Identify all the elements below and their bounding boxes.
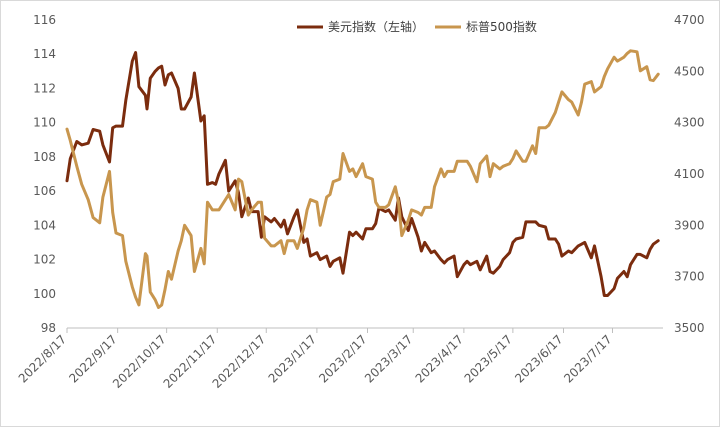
y-left-tick-label: 114 [33,47,56,61]
x-tick-label: 2022/10/17 [110,332,169,391]
x-tick-label: 2023/5/17 [462,332,515,385]
y-left-tick-label: 106 [33,184,56,198]
legend-label: 美元指数（左轴） [328,19,424,34]
x-tick-label: 2022/8/17 [16,332,69,385]
y-left-tick-label: 112 [33,81,56,95]
y-left-tick-label: 116 [33,13,56,27]
x-tick-label: 2023/7/17 [561,332,614,385]
x-tick-label: 2023/1/17 [266,332,319,385]
chart-legend: 美元指数（左轴） 标普500指数 [297,19,537,34]
y-right-tick-label: 4300 [674,116,705,130]
y-right-tick-label: 4100 [674,167,705,181]
x-tick-label: 2023/3/17 [362,332,415,385]
x-tick-label: 2023/6/17 [512,332,565,385]
x-tick-label: 2022/12/17 [210,332,269,391]
y-left-tick-label: 98 [41,321,56,335]
x-tick-label: 2022/9/17 [66,332,119,385]
legend-item: 标普500指数 [435,19,537,34]
y-left-tick-label: 108 [33,150,56,164]
series-layer [65,49,660,309]
y-left-tick-label: 100 [33,287,56,301]
chart-axes: 98 100 102 104 106 108 110 112 114 116 3500 3700 390… [16,13,705,391]
y-left-tick-label: 110 [33,116,56,130]
legend-item: 美元指数（左轴） [297,19,424,34]
y-right-tick-label: 3900 [674,218,705,232]
y-left-tick-label: 104 [33,218,56,232]
y-right-tick-label: 3700 [674,270,705,284]
dollar-index-line [65,51,660,297]
sp500-line [65,49,660,309]
legend-label: 标普500指数 [466,19,537,34]
y-left-tick-label: 102 [33,253,56,267]
y-right-tick-label: 4700 [674,13,705,27]
y-right-tick-label: 3500 [674,321,705,335]
y-right-tick-label: 4500 [674,64,705,78]
x-tick-label: 2023/4/17 [413,332,466,385]
x-tick-label: 2023/2/17 [316,332,369,385]
